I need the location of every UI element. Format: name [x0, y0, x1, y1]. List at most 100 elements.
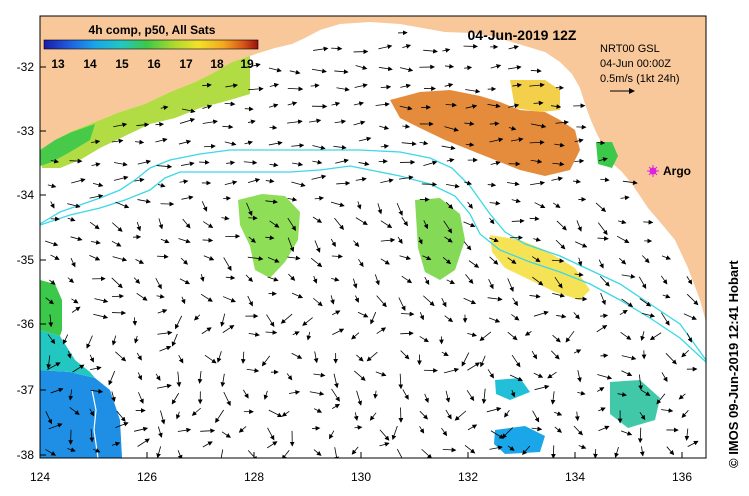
- current-vector: [111, 277, 123, 289]
- current-vector: [665, 353, 677, 365]
- current-vector: [529, 216, 540, 222]
- current-vector: [71, 178, 86, 184]
- current-vector: [508, 103, 520, 109]
- current-vector: [554, 142, 565, 148]
- current-vector: [67, 351, 72, 359]
- current-vector: [600, 313, 609, 319]
- current-vector: [287, 119, 303, 125]
- current-vector: [573, 312, 580, 320]
- current-vector: [157, 330, 173, 336]
- current-vector: [577, 390, 586, 396]
- current-vector: [621, 273, 636, 279]
- current-vector: [269, 220, 280, 228]
- current-vector: [380, 144, 390, 149]
- current-vector: [380, 178, 394, 184]
- current-vector: [156, 294, 165, 299]
- current-vector: [423, 160, 438, 166]
- current-vector: [574, 158, 585, 164]
- current-vector: [155, 122, 165, 127]
- current-vector: [638, 276, 647, 289]
- current-vector: [374, 274, 380, 286]
- current-legend: NRT00 GSL 04-Jun 00:00Z 0.5m/s (1kt 24h): [600, 43, 679, 94]
- current-vector: [489, 445, 503, 451]
- current-vector: [286, 373, 293, 381]
- current-vector: [380, 220, 393, 229]
- current-vector: [423, 295, 435, 307]
- current-vector: [69, 407, 80, 415]
- current-vector: [618, 219, 627, 225]
- current-vector: [67, 447, 76, 452]
- current-vector: [353, 412, 359, 421]
- current-vector: [574, 272, 584, 277]
- current-vector: [378, 66, 393, 72]
- current-vector: [641, 312, 656, 318]
- current-vector: [366, 351, 378, 362]
- current-vector: [92, 448, 101, 453]
- current-vector: [133, 277, 141, 284]
- colorbar-title: 4h comp, p50, All Sats: [89, 23, 216, 37]
- colorbar-tick: 15: [115, 57, 129, 71]
- current-vector: [160, 105, 169, 110]
- current-vector: [62, 334, 69, 345]
- current-vector: [530, 123, 547, 129]
- current-vector: [267, 441, 278, 449]
- current-vector: [464, 444, 476, 454]
- current-vector: [507, 445, 515, 451]
- current-vector: [248, 236, 256, 243]
- current-vector: [461, 352, 470, 367]
- current-vector: [111, 335, 117, 346]
- current-vector: [464, 180, 472, 186]
- current-vector: [108, 370, 116, 386]
- current-vector: [247, 450, 258, 458]
- x-tick-label: 124: [30, 470, 50, 484]
- current-vector: [287, 101, 298, 106]
- current-vector: [331, 253, 343, 259]
- x-tick-label: 136: [672, 470, 692, 484]
- current-vector: [89, 354, 94, 363]
- argo-label: Argo: [663, 164, 691, 178]
- current-vector: [220, 313, 226, 327]
- sst-cyan-south1: [495, 378, 530, 400]
- current-vector: [464, 121, 475, 126]
- current-vector: [177, 427, 192, 433]
- current-vector: [565, 330, 575, 343]
- current-vector: [467, 332, 477, 337]
- current-vector: [90, 365, 102, 371]
- current-vector: [310, 257, 323, 268]
- contour-southwest: [91, 389, 99, 458]
- current-vector: [444, 236, 453, 243]
- current-vector: [311, 174, 327, 180]
- current-vector: [639, 298, 652, 307]
- current-vector: [312, 159, 323, 165]
- current-vector: [240, 351, 246, 364]
- current-vector: [489, 256, 499, 265]
- current-vector: [399, 175, 414, 181]
- current-vector: [111, 441, 121, 447]
- current-vector: [137, 198, 151, 204]
- current-vector: [444, 82, 454, 88]
- current-vector: [354, 370, 366, 381]
- current-vector: [111, 293, 125, 299]
- current-vector: [179, 179, 189, 184]
- current-vector: [616, 235, 630, 243]
- current-vector: [442, 447, 457, 453]
- current-vector: [686, 276, 693, 285]
- current-vector: [224, 180, 238, 186]
- colorbar-gradient: [43, 39, 259, 50]
- current-vector: [479, 331, 492, 342]
- current-vector: [555, 239, 566, 250]
- current-vector: [399, 105, 413, 111]
- current-vector: [595, 202, 607, 212]
- current-vector: [375, 102, 390, 107]
- current-vector: [91, 162, 101, 167]
- current-vector: [175, 315, 183, 330]
- current-vector: [263, 390, 269, 400]
- current-vector: [90, 388, 104, 394]
- current-vector: [68, 389, 74, 401]
- current-vector: [357, 311, 369, 318]
- current-vector: [488, 279, 494, 290]
- current-vector: [463, 297, 477, 305]
- current-vector: [115, 421, 129, 428]
- current-vector: [441, 298, 447, 308]
- current-vector: [287, 217, 296, 231]
